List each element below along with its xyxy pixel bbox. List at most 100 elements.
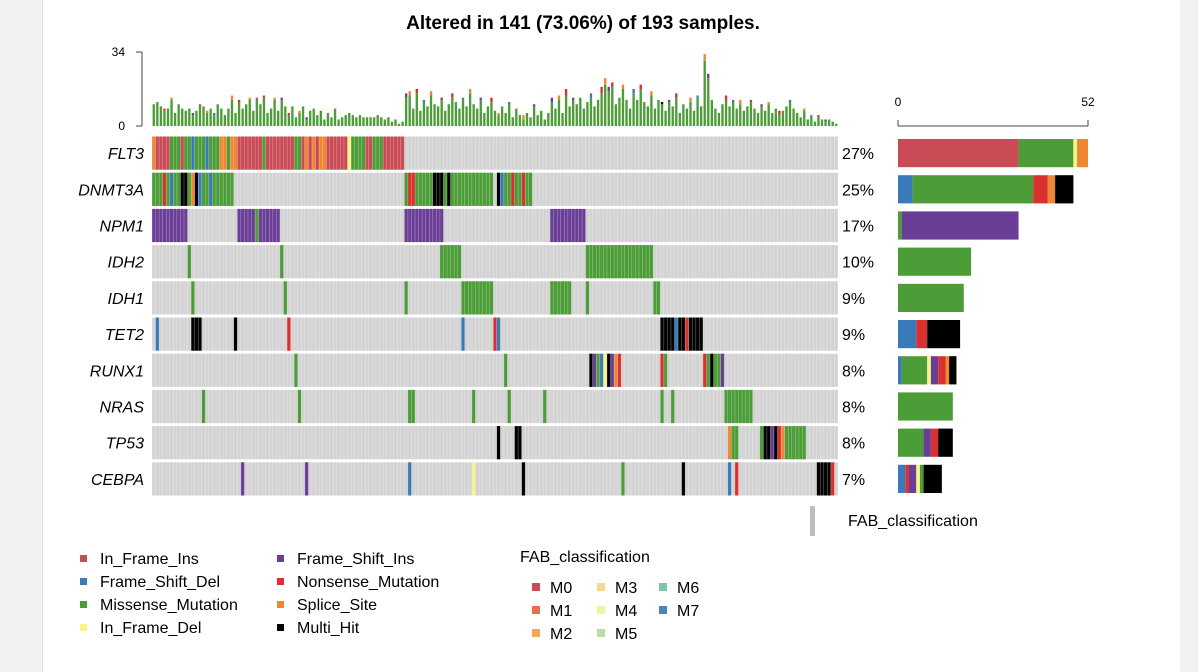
tmb-bar <box>301 106 305 126</box>
mutation-cell <box>507 172 511 206</box>
gene-percent-idh1: 9% <box>842 291 865 308</box>
mutation-cell <box>447 172 451 206</box>
mutation-cell <box>308 136 312 170</box>
gene-label-nras: NRAS <box>100 400 145 417</box>
tmb-bar <box>689 102 692 126</box>
tmb-bar <box>724 99 728 126</box>
fab-legend-label-m7: M7 <box>677 603 699 620</box>
gene-label-idh1: IDH1 <box>108 291 144 308</box>
mutation-cell <box>404 281 408 315</box>
gene-percent-nras: 8% <box>842 400 865 417</box>
tmb-bar <box>625 99 628 126</box>
tmb-bar <box>721 104 724 126</box>
tmb-bar <box>593 106 596 126</box>
tmb-bar <box>248 99 251 126</box>
side-bar-segment <box>1073 139 1078 168</box>
mutation-cell <box>162 172 167 206</box>
fab-legend-label-m1: M1 <box>550 603 572 620</box>
gene-labels: FLT3 27% DNMT3A 25% NPM1 17% IDH2 10% IDH1 9% TET2… <box>78 146 874 489</box>
tmb-bar <box>692 110 696 126</box>
tmb-bar-segment <box>237 99 241 103</box>
mutation-cell <box>660 353 664 387</box>
tmb-bar <box>369 117 372 126</box>
tmb-bar <box>476 108 479 126</box>
gene-percent-npm1: 17% <box>842 219 874 236</box>
fab-legend-swatch-m0 <box>532 583 540 591</box>
tmb-bar <box>675 97 678 126</box>
mutation-cell <box>152 136 156 170</box>
tmb-bar-segment <box>468 89 472 94</box>
tmb-bar-segment <box>724 95 728 100</box>
tmb-bar <box>543 119 546 126</box>
side-bar-segment <box>905 464 909 493</box>
tmb-bar <box>596 99 600 126</box>
mutation-cell <box>283 281 288 315</box>
gene-percent-idh2: 10% <box>842 255 874 272</box>
tmb-bar <box>266 112 269 126</box>
tmb-bar <box>262 97 266 126</box>
mutation-cell <box>404 208 444 243</box>
tmb-bar-segment <box>667 99 671 103</box>
tmb-bar <box>220 108 223 126</box>
tmb-bar <box>607 91 610 126</box>
tmb-bar-segment <box>429 91 433 96</box>
tmb-bar-segment <box>170 97 173 100</box>
tmb-bar <box>643 102 646 126</box>
tmb-bar-segment <box>824 119 827 122</box>
tmb-bar <box>778 115 781 126</box>
tmb-bar-segment <box>607 86 610 92</box>
tmb-bar <box>465 106 468 126</box>
mutation-cell <box>276 136 288 170</box>
tmb-bar-segment <box>163 108 166 111</box>
fab-legend-label-m3: M3 <box>615 580 637 597</box>
mutation-cell <box>489 172 494 206</box>
tmb-bar <box>497 115 500 126</box>
tmb-bar-segment <box>461 97 465 100</box>
tmb-bar-segment <box>522 115 525 120</box>
tmb-bar <box>515 108 518 126</box>
gene-percent-dnmt3a: 25% <box>842 182 874 199</box>
tmb-bar <box>678 112 681 126</box>
legend-swatch-frame-shift-ins <box>277 555 284 562</box>
mutation-cell <box>304 136 309 170</box>
side-bar-segment <box>916 320 928 349</box>
mutation-cell <box>191 317 202 351</box>
mutation-cell <box>727 426 732 460</box>
gene-side-barplot: 0 52 <box>895 95 1095 493</box>
tmb-bar <box>461 99 465 126</box>
mutation-cell <box>670 389 675 424</box>
row-background-dnmt3a <box>152 172 838 206</box>
tmb-bar <box>362 117 365 126</box>
side-bar-segment <box>930 428 939 457</box>
tmb-bar <box>202 106 205 126</box>
tmb-bar <box>316 115 319 126</box>
row-background-cebpa <box>152 462 838 496</box>
tmb-bar <box>522 119 525 126</box>
tmb-bar <box>508 104 511 126</box>
mutation-cell <box>734 462 739 496</box>
tmb-bar <box>308 110 312 126</box>
tmb-bar-segment <box>778 110 781 116</box>
mutation-cell <box>496 426 501 460</box>
mutation-cell <box>681 462 686 496</box>
tmb-bar <box>340 117 344 126</box>
tmb-bar <box>667 102 671 126</box>
mutation-cell <box>496 317 501 351</box>
tmb-bar <box>525 112 529 126</box>
tmb-bar <box>739 104 742 126</box>
fab-legend-swatch-m6 <box>659 583 667 591</box>
fab-legend-label-m6: M6 <box>677 580 699 597</box>
tmb-bar <box>618 97 621 126</box>
tmb-bar <box>717 112 721 126</box>
tmb-bar <box>355 117 358 126</box>
mutation-cell <box>237 136 248 170</box>
side-bar-segment <box>923 464 942 493</box>
mutation-cell <box>518 172 522 206</box>
tmb-bar-segment <box>589 93 593 98</box>
legend-label-frame-shift-ins: Frame_Shift_Ins <box>297 551 414 568</box>
chart-title: Altered in 141 (73.06%) of 193 samples. <box>406 13 760 34</box>
legend-label-in-frame-ins: In_Frame_Ins <box>100 551 199 568</box>
mutation-cell <box>169 136 181 170</box>
gene-percent-flt3: 27% <box>842 146 874 163</box>
mutation-cell <box>830 462 835 496</box>
